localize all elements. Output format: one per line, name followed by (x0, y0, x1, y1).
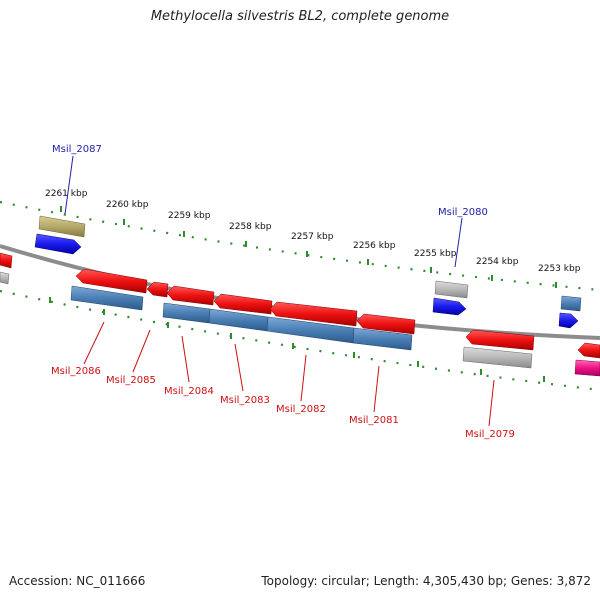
gene-blue-feature (558, 312, 579, 329)
gene-red-arrow (356, 313, 416, 335)
scale-label: 2256 kbp (353, 241, 396, 251)
scale-label: 2258 kbp (229, 222, 272, 232)
gene-steel-feature (560, 295, 582, 312)
scale-label: 2254 kbp (476, 257, 519, 267)
scale-label: 2257 kbp (291, 232, 334, 242)
gene-pink-feature (574, 359, 600, 377)
gene-gray-edge (0, 271, 10, 285)
scale-label: 2261 kbp (45, 189, 88, 199)
callout-line (300, 354, 307, 402)
accession-label: Accession: NC_011666 (9, 574, 146, 588)
callout-line (454, 217, 463, 268)
gene-steel-feature (162, 302, 211, 324)
gene-red-edge (0, 252, 13, 269)
callout-line (181, 335, 190, 383)
scale-label: 2260 kbp (106, 200, 149, 210)
gene-blue-feature (34, 233, 82, 255)
gene-gray-feature (434, 280, 469, 299)
gene-steel-feature (70, 285, 144, 311)
gene-label-msil-2084[interactable]: Msil_2084 (164, 386, 214, 397)
callout-line (234, 343, 244, 392)
scale-label: 2259 kbp (168, 211, 211, 221)
gene-red-arrow (146, 281, 169, 298)
gene-steel-feature (352, 327, 413, 351)
gene-label-msil-2080[interactable]: Msil_2080 (438, 207, 488, 218)
gene-blue-feature (432, 297, 467, 316)
gene-label-msil-2082[interactable]: Msil_2082 (276, 404, 326, 415)
gene-red-arrow (577, 342, 600, 359)
gene-red-arrow (75, 268, 148, 294)
genome-summary-label: Topology: circular; Length: 4,305,430 bp… (261, 574, 591, 588)
gene-red-arrow (269, 301, 358, 327)
gene-gray-feature (462, 346, 533, 369)
callout-line (64, 155, 74, 215)
callout-line (83, 321, 105, 365)
gene-label-msil-2085[interactable]: Msil_2085 (106, 375, 156, 386)
scale-label: 2253 kbp (538, 264, 581, 274)
callout-line (488, 379, 495, 427)
gene-label-msil-2086[interactable]: Msil_2086 (51, 366, 101, 377)
callout-line (373, 365, 380, 413)
gene-red-arrow (465, 329, 535, 351)
callout-line (132, 329, 151, 373)
inner-ticks (49, 297, 545, 382)
gene-label-msil-2079[interactable]: Msil_2079 (465, 429, 515, 440)
gene-olive-feature (38, 215, 86, 238)
gene-red-arrow (166, 285, 215, 306)
scale-ticks (60, 206, 557, 288)
scale-label: 2255 kbp (414, 249, 457, 259)
gene-label-msil-2083[interactable]: Msil_2083 (220, 395, 270, 406)
map-title: Methylocella silvestris BL2, complete ge… (150, 9, 450, 24)
gene-label-msil-2087[interactable]: Msil_2087 (52, 144, 102, 155)
gene-label-msil-2081[interactable]: Msil_2081 (349, 415, 399, 426)
